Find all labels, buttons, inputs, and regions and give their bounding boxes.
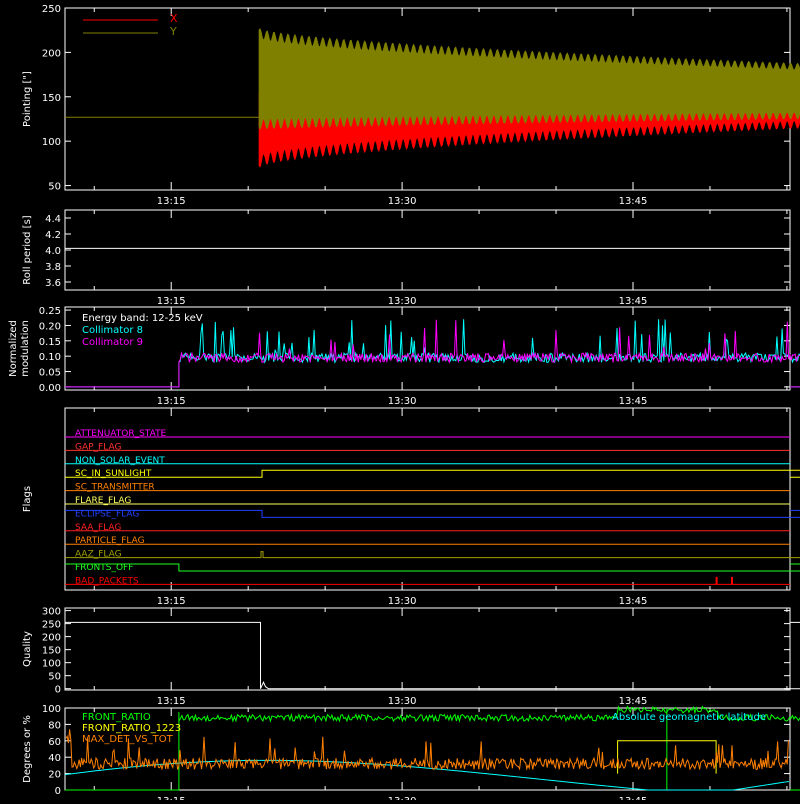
y-tick-label: 3.8 <box>45 262 61 273</box>
flag-label: PARTICLE_FLAG <box>75 536 145 546</box>
series-y-band <box>258 27 800 131</box>
flag-label: SAA_FLAG <box>75 523 121 533</box>
flag-line <box>65 469 800 478</box>
flag-label: FLARE_FLAG <box>75 496 131 506</box>
y-axis-label-modulation-line1: Normalized <box>8 320 19 377</box>
y-tick-label: 150 <box>42 93 61 104</box>
y-tick-label: 0.10 <box>39 352 61 363</box>
y-tick-label: 0 <box>55 685 61 696</box>
x-tick-label: 13:30 <box>388 596 417 607</box>
x-tick-label: 13:30 <box>388 396 417 407</box>
y-tick-label: 0.00 <box>39 383 61 394</box>
x-tick-label: 13:15 <box>157 296 186 307</box>
flag-label: GAP_FLAG <box>75 442 121 452</box>
x-tick-label: 13:45 <box>619 396 648 407</box>
y-axis-label-quality: Quality <box>22 631 33 667</box>
flag-label: AAZ_FLAG <box>75 550 122 560</box>
x-tick-label: 13:45 <box>619 696 648 707</box>
x-tick-label: 13:45 <box>619 296 648 307</box>
y-axis-label-roll-period: Roll period [s] <box>22 215 33 284</box>
legend-label-geomagnetic-latitude: Absolute geomagnetic latitude <box>612 712 766 723</box>
y-tick-label: 4.2 <box>45 230 61 241</box>
flag-line <box>65 563 800 572</box>
series-collimator-8 <box>65 319 800 388</box>
legend-label-collimator-8: Collimator 8 <box>82 325 143 336</box>
y-tick-label: 0 <box>55 786 61 797</box>
panel-frame-6 <box>64 707 791 791</box>
legend-label-collimator-9: Collimator 9 <box>82 337 143 348</box>
y-axis-label-flags: Flags <box>22 486 33 512</box>
x-tick-label: 13:45 <box>619 596 648 607</box>
x-tick-label: 13:45 <box>619 796 648 800</box>
y-tick-label: 0.25 <box>39 306 61 317</box>
x-tick-label: 13:30 <box>388 796 417 800</box>
y-tick-label: 80 <box>48 720 61 731</box>
y-tick-label: 40 <box>48 753 61 764</box>
panel-frame-4 <box>64 407 791 591</box>
x-tick-label: 13:15 <box>157 596 186 607</box>
flag-label: SC_TRANSMITTER <box>75 483 155 493</box>
panel-frame-2 <box>64 209 791 291</box>
y-axis-label-pointing: Pointing ["] <box>22 71 33 127</box>
series-front-ratio <box>65 705 800 791</box>
series-collimator-9 <box>65 319 800 388</box>
y-axis-label-degrees: Degrees or % <box>22 715 33 783</box>
flag-label: ATTENUATOR_STATE <box>75 429 167 439</box>
energy-band-label: Energy band: 12-25 keV <box>82 313 203 324</box>
x-tick-label: 13:30 <box>388 696 417 707</box>
flag-label: FRONTS_OFF <box>75 563 133 573</box>
y-tick-label: 150 <box>42 646 61 657</box>
x-tick-label: 13:30 <box>388 296 417 307</box>
flag-label: ECLIPSE_FLAG <box>75 509 139 519</box>
y-tick-label: 4.0 <box>45 246 61 257</box>
series-max-det-vs-tot <box>65 729 789 771</box>
y-tick-label: 4.4 <box>45 214 61 225</box>
y-tick-label: 0.05 <box>39 368 61 379</box>
quality-line <box>65 621 800 690</box>
legend-label-front-ratio-1223: FRONT_RATIO_1223 <box>82 723 181 734</box>
panel-frame-3 <box>64 306 791 391</box>
flag-label: BAD_PACKETS <box>75 576 139 586</box>
flag-line <box>65 576 790 585</box>
y-tick-label: 100 <box>42 137 61 148</box>
x-tick-label: 13:15 <box>157 696 186 707</box>
y-tick-label: 50 <box>48 182 61 193</box>
y-tick-label: 3.6 <box>45 278 61 289</box>
x-tick-label: 13:45 <box>619 196 648 207</box>
flag-label: SC_IN_SUNLIGHT <box>75 469 152 479</box>
y-tick-label: 100 <box>42 704 61 715</box>
y-tick-label: 200 <box>42 48 61 59</box>
y-tick-label: 20 <box>48 770 61 781</box>
x-tick-label: 13:15 <box>157 396 186 407</box>
panel-frame-5 <box>64 607 791 691</box>
y-tick-label: 50 <box>48 672 61 683</box>
x-tick-label: 13:15 <box>157 196 186 207</box>
y-tick-label: 60 <box>48 737 61 748</box>
y-tick-label: 0.20 <box>39 321 61 332</box>
legend-label-max-det-vs-tot: MAX_DET_VS_TOT <box>82 734 174 745</box>
y-tick-label: 250 <box>42 4 61 15</box>
y-axis-label-modulation-line2: modulation <box>20 320 31 377</box>
legend-label-front-ratio: FRONT_RATIO <box>82 712 151 723</box>
flag-label: NON_SOLAR_EVENT <box>75 456 165 466</box>
flag-line <box>65 551 800 559</box>
y-tick-label: 300 <box>42 607 61 618</box>
legend-label-y: Y <box>169 25 177 38</box>
x-tick-label: 13:15 <box>157 796 186 800</box>
y-tick-label: 100 <box>42 659 61 670</box>
legend-label-x: X <box>170 12 178 25</box>
y-tick-label: 200 <box>42 633 61 644</box>
flag-line <box>65 509 800 518</box>
x-tick-label: 13:30 <box>388 196 417 207</box>
y-tick-label: 0.15 <box>39 337 61 348</box>
y-tick-label: 250 <box>42 620 61 631</box>
